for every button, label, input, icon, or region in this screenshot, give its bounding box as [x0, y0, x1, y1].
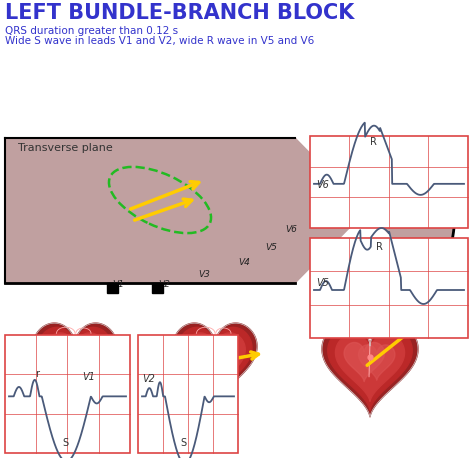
- Text: R: R: [376, 242, 383, 252]
- Text: LEFT BUNDLE-BRANCH BLOCK: LEFT BUNDLE-BRANCH BLOCK: [5, 3, 355, 23]
- Polygon shape: [295, 138, 455, 283]
- Polygon shape: [5, 138, 295, 283]
- Polygon shape: [205, 343, 237, 375]
- Text: V3: V3: [198, 270, 210, 279]
- Bar: [310, 238, 468, 338]
- Text: S: S: [180, 438, 186, 448]
- Text: QRS duration greater than 0.12 s: QRS duration greater than 0.12 s: [5, 26, 178, 36]
- Text: R: R: [370, 137, 377, 147]
- Polygon shape: [185, 333, 245, 394]
- Polygon shape: [344, 343, 384, 382]
- Polygon shape: [178, 327, 252, 402]
- Text: V2: V2: [158, 280, 170, 289]
- Polygon shape: [45, 333, 105, 394]
- Bar: [107, 283, 118, 293]
- Polygon shape: [336, 334, 404, 402]
- Text: V6: V6: [285, 225, 297, 234]
- Bar: [152, 283, 163, 293]
- Polygon shape: [192, 340, 228, 376]
- Polygon shape: [322, 323, 418, 417]
- Bar: [5, 335, 130, 453]
- Polygon shape: [52, 340, 88, 376]
- Bar: [310, 136, 468, 228]
- Text: r: r: [35, 370, 39, 380]
- Text: Wide S wave in leads V1 and V2, wide R wave in V5 and V6: Wide S wave in leads V1 and V2, wide R w…: [5, 36, 314, 46]
- Polygon shape: [173, 323, 257, 408]
- Polygon shape: [328, 328, 412, 410]
- Text: Block: Block: [12, 408, 42, 418]
- Polygon shape: [358, 345, 395, 380]
- Text: V5: V5: [316, 278, 329, 288]
- Text: V6: V6: [316, 180, 329, 190]
- Text: V1: V1: [82, 372, 95, 382]
- Polygon shape: [33, 323, 117, 408]
- Polygon shape: [38, 327, 112, 402]
- Bar: [138, 335, 238, 453]
- Text: Transverse plane: Transverse plane: [18, 143, 113, 153]
- Text: S: S: [63, 438, 69, 448]
- Text: V5: V5: [265, 243, 277, 252]
- Text: V4: V4: [238, 258, 250, 267]
- Text: V2: V2: [142, 374, 155, 384]
- Text: V1: V1: [112, 280, 124, 289]
- Polygon shape: [65, 343, 97, 375]
